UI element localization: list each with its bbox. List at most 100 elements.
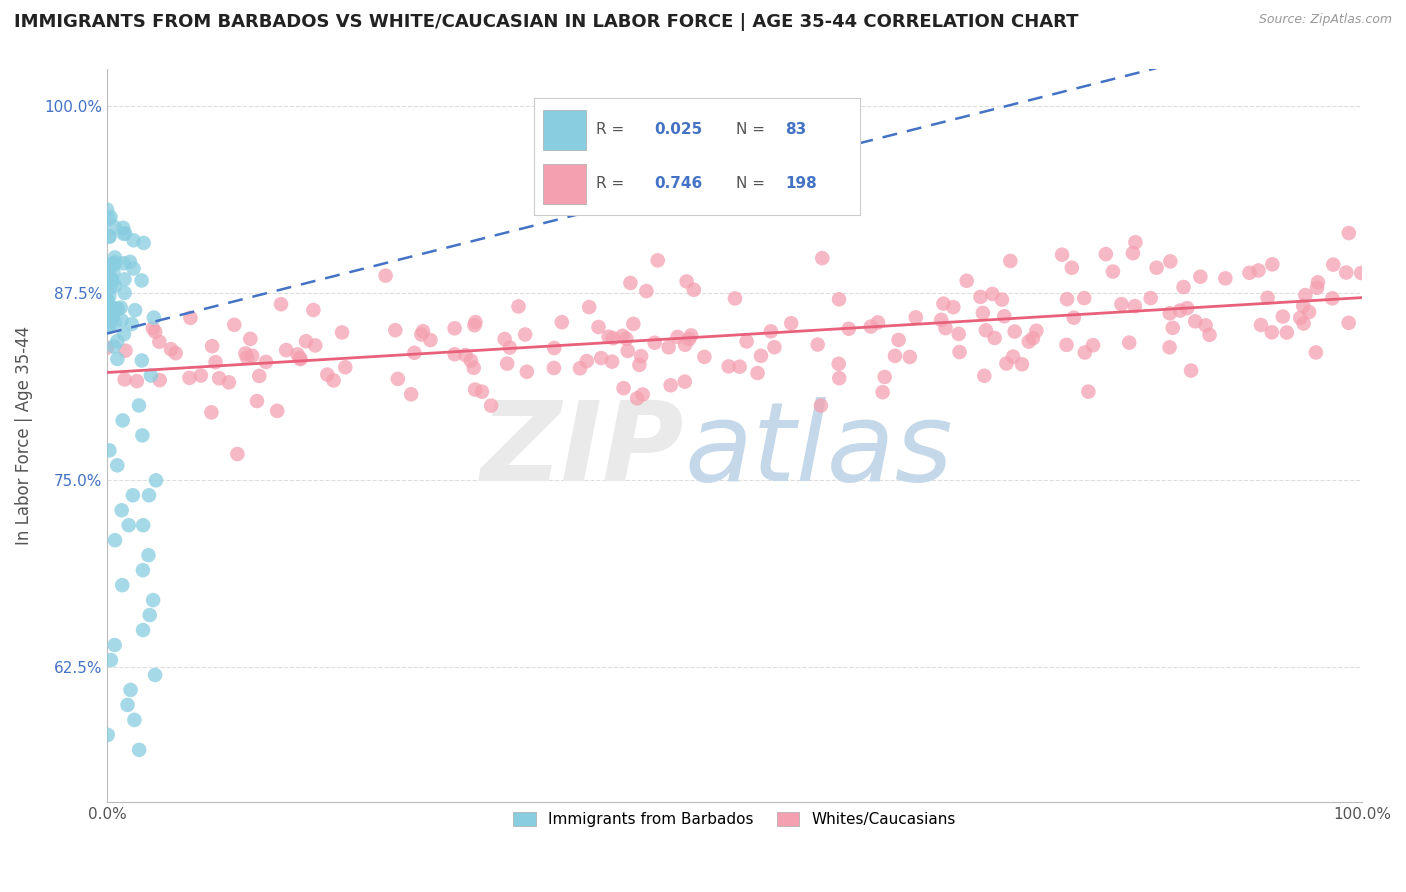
Point [1123,299,1146,313]
Point [399,387,422,401]
Point [454,348,477,362]
Point [148,334,170,349]
Point [543,361,565,376]
Point [143,668,166,682]
Point [991,293,1014,307]
Point [322,373,344,387]
Point [122,488,145,502]
Point [111,503,134,517]
Point [103,307,125,321]
Point [673,375,696,389]
Point [678,332,700,346]
Point [254,355,277,369]
Point [107,301,129,316]
Point [463,318,485,333]
Point [270,297,292,311]
Point [97,258,120,272]
Point [112,256,135,270]
Point [647,253,669,268]
Point [304,338,326,352]
Point [98,261,121,276]
Point [112,227,135,241]
Point [96,313,118,327]
Point [1074,345,1097,359]
Point [1063,310,1085,325]
Point [201,339,224,353]
Point [1004,325,1026,339]
Point [295,334,318,349]
Point [838,322,860,336]
Point [104,255,127,269]
Point [630,349,652,363]
Point [728,359,751,374]
Point [103,339,125,353]
Point [508,300,530,314]
Point [1168,303,1191,318]
Point [780,316,803,330]
Point [104,638,127,652]
Point [138,488,160,502]
Point [1289,310,1312,325]
Point [100,210,122,224]
Point [972,306,994,320]
Point [96,292,118,306]
Point [666,330,689,344]
Point [114,227,136,241]
Point [100,281,122,295]
Point [1102,264,1125,278]
Point [948,326,970,341]
Text: atlas: atlas [685,397,953,504]
Point [1334,266,1357,280]
Point [578,300,600,314]
Point [97,309,120,323]
Point [287,347,309,361]
Point [142,310,165,325]
Point [120,682,142,697]
Point [828,293,851,307]
Point [1077,384,1099,399]
Point [125,374,148,388]
Point [807,337,830,351]
Point [118,518,141,533]
Point [112,327,135,342]
Point [464,383,486,397]
Point [575,354,598,368]
Point [735,334,758,349]
Point [117,698,139,712]
Point [1292,299,1315,313]
Point [239,332,262,346]
Point [1011,357,1033,371]
Point [811,251,834,265]
Point [288,351,311,366]
Point [145,473,167,487]
Point [226,447,249,461]
Point [96,341,118,355]
Point [828,357,851,371]
Point [1180,363,1202,377]
Point [515,327,537,342]
Point [103,256,125,270]
Point [111,413,134,427]
Point [759,324,782,338]
Point [105,458,128,473]
Point [1239,266,1261,280]
Point [114,285,136,300]
Point [1261,326,1284,340]
Point [1306,275,1329,289]
Point [96,202,118,217]
Point [1018,334,1040,349]
Point [866,315,889,329]
Point [1275,326,1298,340]
Point [460,353,482,368]
Point [588,320,610,334]
Point [374,268,396,283]
Point [111,313,134,327]
Point [235,346,257,360]
Point [682,283,704,297]
Point [246,394,269,409]
Point [105,334,128,349]
Point [626,391,648,405]
Point [98,229,121,244]
Point [1175,301,1198,315]
Point [132,518,155,533]
